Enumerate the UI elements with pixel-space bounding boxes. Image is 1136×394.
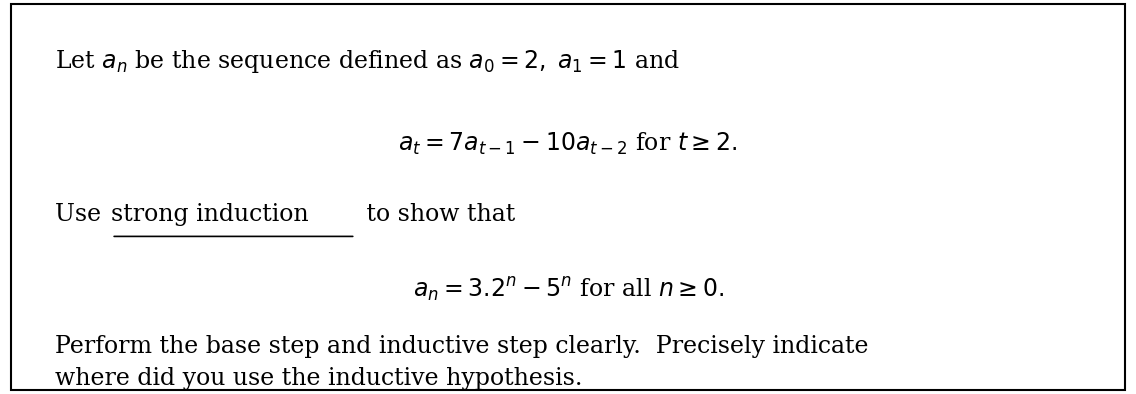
Text: Let $a_n$ be the sequence defined as $a_0 = 2,\; a_1 = 1$ and: Let $a_n$ be the sequence defined as $a_… xyxy=(55,48,679,74)
Text: strong induction: strong induction xyxy=(111,203,309,226)
Text: Perform the base step and inductive step clearly.  Precisely indicate: Perform the base step and inductive step… xyxy=(55,335,868,358)
Text: $a_t = 7a_{t-1} - 10a_{t-2}$ for $t \geq 2.$: $a_t = 7a_{t-1} - 10a_{t-2}$ for $t \geq… xyxy=(399,131,737,157)
Text: where did you use the inductive hypothesis.: where did you use the inductive hypothes… xyxy=(55,367,582,390)
Text: to show that: to show that xyxy=(359,203,516,226)
Text: Use: Use xyxy=(55,203,108,226)
Text: $a_n = 3.2^n - 5^n$ for all $n \geq 0.$: $a_n = 3.2^n - 5^n$ for all $n \geq 0.$ xyxy=(412,275,724,304)
